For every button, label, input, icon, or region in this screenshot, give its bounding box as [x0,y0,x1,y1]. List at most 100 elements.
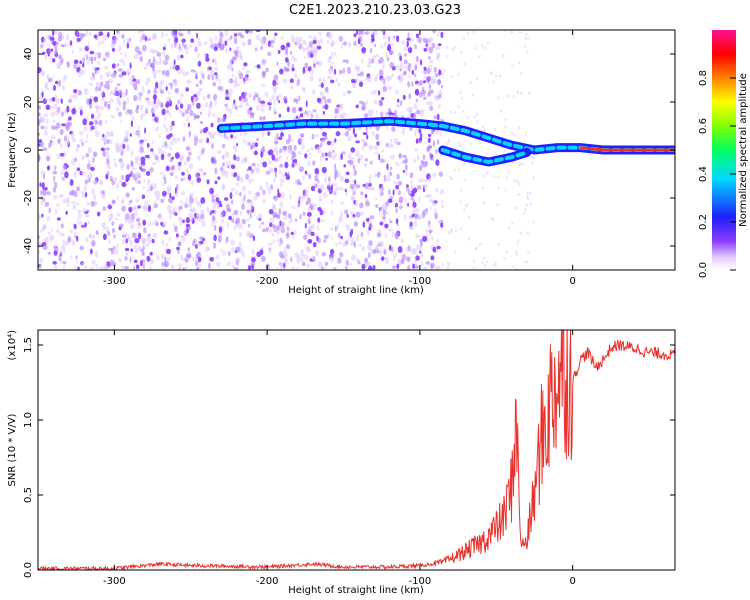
spectrogram-noise-dot [293,144,297,151]
spectrogram-noise-dot [231,67,234,72]
spectrogram-noise-dot [391,154,395,161]
spectrogram-noise-dot [51,97,56,102]
spectrogram-noise-dot [319,91,325,97]
spectrogram-noise-dot [383,41,387,48]
spectrogram-noise-dot [125,174,130,181]
spectrogram-noise-dot [127,217,132,225]
spectrogram-noise-dot [187,122,191,128]
spectrogram-noise-dot [414,64,418,71]
spectrogram-noise-dot [280,261,284,268]
colorbar-tick-label: 0.4 [698,166,709,182]
spectrogram-noise-dot [359,71,364,77]
spectrogram-noise-dot [460,188,463,192]
spectrogram-noise-dot [182,219,185,224]
spectrogram-noise-dot [463,208,466,212]
spectrogram-noise-dot [99,105,104,111]
spectrogram-noise-dot [153,74,156,80]
spectrogram-noise-dot [65,197,71,203]
spectrogram-noise-dot [305,201,309,206]
spectrogram-noise-dot [134,53,139,60]
spectrogram-noise-dot [475,77,479,81]
spectrogram-noise-dot [282,173,285,177]
spectrogram-noise-dot [106,164,112,170]
spectrogram-noise-dot [393,256,396,262]
spectrogram-noise-dot [139,38,143,43]
spectrogram-noise-dot [174,40,177,48]
spectrogram-noise-dot [295,162,300,167]
spectrogram-noise-dot [336,186,339,192]
spectrogram-noise-dot [131,115,135,122]
spectrogram-noise-dot [166,248,172,255]
spectrogram-noise-dot [513,134,516,138]
spectrogram-noise-dot [264,91,269,98]
spectrogram-noise-dot [238,104,244,109]
spectrogram-noise-dot [152,150,155,157]
spectrogram-noise-dot [343,164,347,168]
spectrogram-noise-dot [324,86,329,93]
spectrogram-noise-dot [238,192,242,197]
spectrogram-noise-dot [233,172,238,177]
spectrogram-noise-dot [435,46,441,51]
y-tick-label: 0.0 [23,562,34,578]
spectrogram-noise-dot [45,236,49,244]
spectrogram-noise-dot [522,211,525,215]
spectrogram-noise-dot [43,113,49,117]
spectrogram-noise-dot [41,242,47,247]
spectrogram-noise-dot [321,131,327,137]
spectrogram-noise-dot [160,153,165,161]
spectrogram-noise-dot [108,239,112,245]
spectrogram-noise-dot [291,67,295,72]
spectrogram-noise-dot [118,143,123,151]
spectrogram-noise-dot [99,180,103,186]
spectrogram-noise-dot [372,249,377,255]
spectrogram-noise-dot [42,189,47,197]
spectrogram-noise-dot [76,31,79,38]
spectrogram-noise-dot [345,266,348,270]
spectrogram-noise-dot [71,200,76,205]
spectrogram-noise-dot [385,111,388,116]
spectrogram-noise-dot [217,176,221,180]
spectrogram-noise-dot [76,235,79,242]
spectrogram-noise-dot [46,165,51,171]
spectrogram-noise-dot [248,178,252,184]
spectrogram-noise-dot [289,85,294,90]
spectrogram-noise-dot [409,172,414,179]
spectrogram-noise-dot [170,43,174,49]
spectrogram-noise-dot [326,233,330,239]
snr-x-ticks: -300 -200 -100 0 [103,330,576,587]
spectrogram-noise-dot [226,221,229,229]
spectrogram-noise-dot [497,243,500,247]
spectrogram-noise-dot [357,73,361,77]
spectrogram-noise-dot [150,167,153,174]
spectrogram-noise-dot [340,175,345,183]
spectrogram-noise-dot [218,203,223,208]
spectrogram-noise-dot [407,32,410,39]
spectrogram-noise-dot [290,231,294,235]
spectrogram-noise-dot [330,79,335,84]
spectrogram-noise-dot [58,80,62,87]
spectrogram-noise-dot [150,107,155,114]
spectrogram-noise-dot [354,77,359,82]
spectrogram-noise-dot [228,215,233,221]
spectrogram-noise-dot [185,168,189,173]
spectrogram-noise-dot [113,234,116,239]
spectrogram-noise-dot [322,266,327,270]
spectrogram-noise-dot [101,40,104,45]
spectrogram-noise-dot [370,160,374,164]
spectrogram-noise-dot [370,90,373,95]
spectrogram-noise-dot [414,213,419,220]
spectrogram-noise-dot [418,80,424,86]
spectrogram-noise-dot [303,55,307,60]
spectrogram-noise-dot [369,108,375,115]
spectrogram-noise-dot [220,248,223,253]
spectrogram-noise-dot [98,119,103,126]
spectrogram-noise-dot [445,141,448,145]
spectrogram-noise-dot [62,261,67,265]
spectrogram-noise-dot [142,238,147,243]
spectrogram-noise-dot [235,217,241,224]
spectrogram-noise-dot [224,197,229,201]
spectrogram-noise-dot [495,74,498,78]
spectrogram-noise-dot [241,95,245,100]
spectrogram-noise-dot [86,201,91,206]
spectrogram-noise-dot [245,98,249,105]
